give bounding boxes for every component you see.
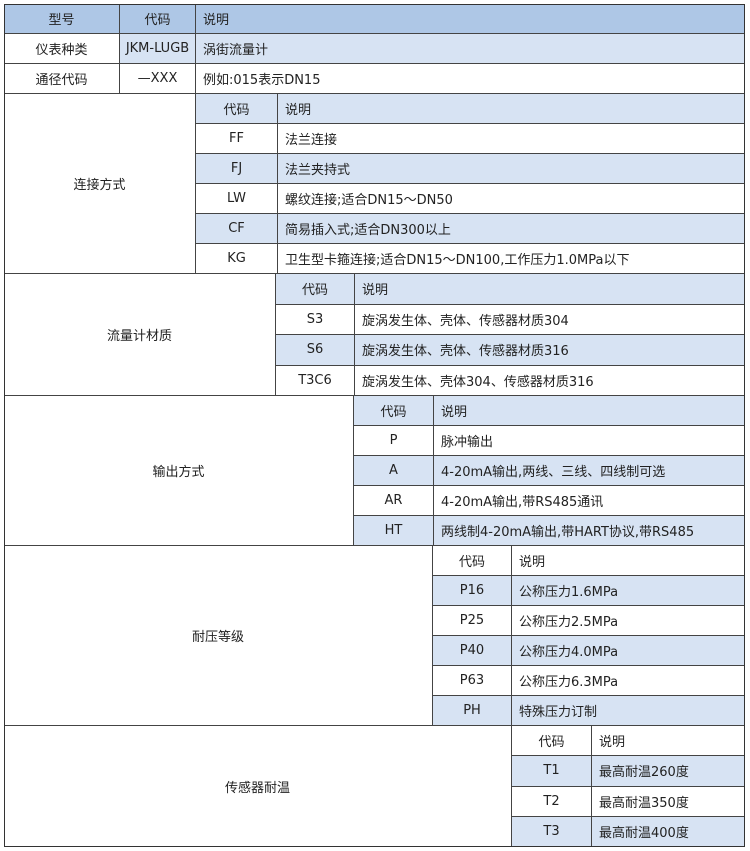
row-label: 通径代码	[4, 64, 120, 94]
sub-header-desc: 说明	[512, 546, 745, 576]
section-label: 耐压等级	[4, 546, 433, 726]
option-code: P16	[433, 576, 512, 606]
row-desc: 例如:015表示DN15	[196, 64, 745, 94]
option-desc: 最高耐温260度	[592, 756, 745, 787]
option-desc: 公称压力4.0MPa	[512, 636, 745, 666]
section-label: 输出方式	[4, 396, 354, 546]
section-label: 连接方式	[4, 94, 196, 274]
sub-header-code: 代码	[354, 396, 434, 426]
option-desc: 4-20mA输出,两线、三线、四线制可选	[434, 456, 745, 486]
option-code: FJ	[196, 154, 278, 184]
row-label: 仪表种类	[4, 34, 120, 64]
option-code: HT	[354, 516, 434, 546]
option-desc: 旋涡发生体、壳体、传感器材质316	[355, 335, 745, 366]
option-desc: 公称压力2.5MPa	[512, 606, 745, 636]
option-code: T3	[512, 816, 592, 847]
sub-header-desc: 说明	[355, 274, 745, 305]
row-desc: 涡街流量计	[196, 34, 745, 64]
header-desc: 说明	[196, 4, 745, 34]
option-desc: 4-20mA输出,带RS485通讯	[434, 486, 745, 516]
option-desc: 卫生型卡箍连接;适合DN15～DN100,工作压力1.0MPa以下	[278, 244, 745, 274]
option-code: LW	[196, 184, 278, 214]
option-desc: 法兰夹持式	[278, 154, 745, 184]
option-code: P25	[433, 606, 512, 636]
sub-header-code: 代码	[512, 726, 592, 757]
option-desc: 两线制4-20mA输出,带HART协议,带RS485	[434, 516, 745, 546]
option-code: AR	[354, 486, 434, 516]
sub-header-desc: 说明	[278, 94, 745, 124]
option-desc: 螺纹连接;适合DN15～DN50	[278, 184, 745, 214]
option-code: FF	[196, 124, 278, 154]
option-code: A	[354, 456, 434, 486]
option-desc: 特殊压力订制	[512, 696, 745, 726]
option-desc: 最高耐温350度	[592, 786, 745, 817]
option-desc: 公称压力6.3MPa	[512, 666, 745, 696]
option-desc: 旋涡发生体、壳体、传感器材质304	[355, 304, 745, 335]
option-desc: 脉冲输出	[434, 426, 745, 456]
header-model: 型号	[4, 4, 120, 34]
option-desc: 最高耐温400度	[592, 816, 745, 847]
option-code: S3	[276, 304, 355, 335]
sub-header-code: 代码	[276, 274, 355, 305]
option-code: T1	[512, 756, 592, 787]
option-code: PH	[433, 696, 512, 726]
section-label: 流量计材质	[4, 274, 276, 396]
row-code: —XXX	[120, 64, 196, 94]
header-code: 代码	[120, 4, 196, 34]
option-code: T2	[512, 786, 592, 817]
sub-header-code: 代码	[433, 546, 512, 576]
sub-header-desc: 说明	[434, 396, 745, 426]
option-code: S6	[276, 335, 355, 366]
option-code: P63	[433, 666, 512, 696]
sub-header-desc: 说明	[592, 726, 745, 757]
option-desc: 旋涡发生体、壳体304、传感器材质316	[355, 365, 745, 396]
sub-header-code: 代码	[196, 94, 278, 124]
option-code: T3C6	[276, 365, 355, 396]
option-desc: 法兰连接	[278, 124, 745, 154]
option-code: P40	[433, 636, 512, 666]
section-label: 传感器耐温	[4, 726, 512, 847]
option-desc: 简易插入式;适合DN300以上	[278, 214, 745, 244]
option-code: CF	[196, 214, 278, 244]
option-code: P	[354, 426, 434, 456]
option-code: KG	[196, 244, 278, 274]
row-code: JKM-LUGB	[120, 34, 196, 64]
option-desc: 公称压力1.6MPa	[512, 576, 745, 606]
